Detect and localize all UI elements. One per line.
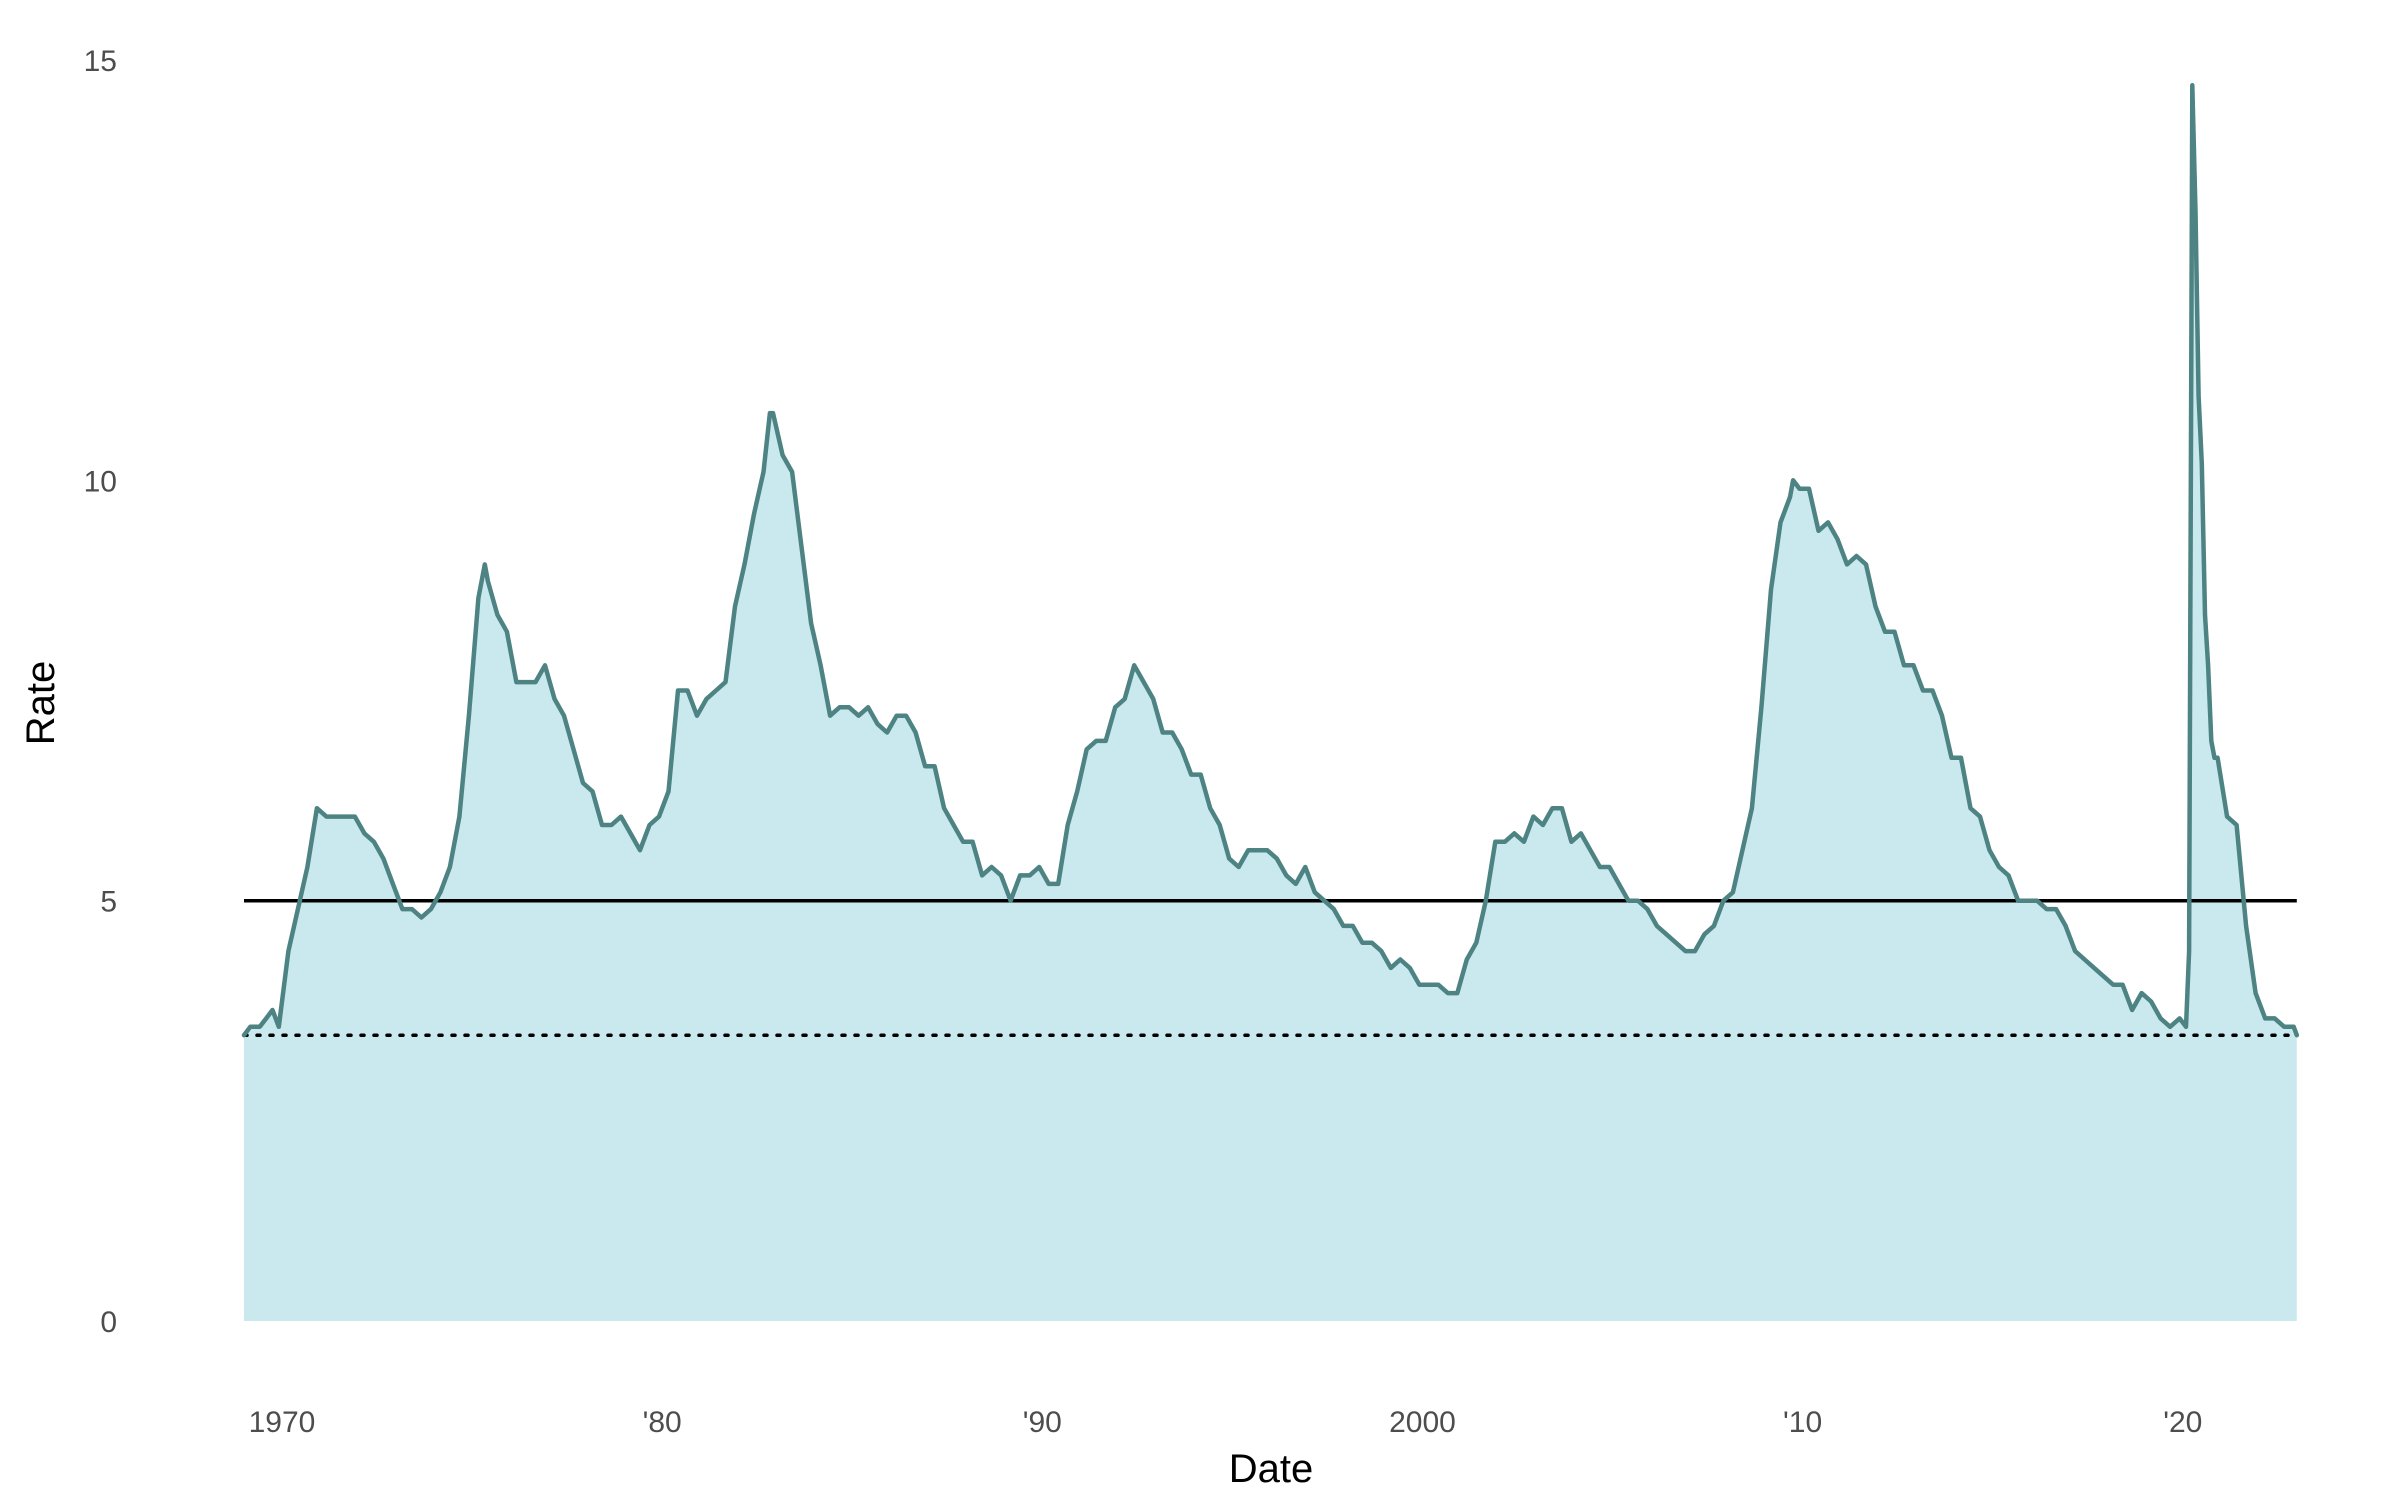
x-axis-ticks: 1970 '80 '90 2000 '10 '20 bbox=[249, 1406, 2203, 1439]
x-tick-label: 1970 bbox=[249, 1406, 316, 1439]
x-tick-label: '20 bbox=[2163, 1406, 2202, 1439]
y-tick-label: 0 bbox=[100, 1306, 117, 1339]
y-tick-label: 15 bbox=[84, 45, 117, 78]
x-tick-label: '80 bbox=[643, 1406, 682, 1439]
y-tick-label: 5 bbox=[100, 886, 117, 919]
x-tick-label: '10 bbox=[1783, 1406, 1822, 1439]
x-axis-title: Date bbox=[1229, 1447, 1314, 1491]
rate-series-line bbox=[241, 82, 2300, 1038]
area-layer bbox=[244, 85, 2297, 1322]
y-axis-title: Rate bbox=[19, 661, 63, 746]
rate-area-fill bbox=[244, 85, 2297, 1322]
x-tick-label: 2000 bbox=[1389, 1406, 1456, 1439]
y-tick-label: 10 bbox=[84, 465, 117, 498]
line-layer bbox=[241, 82, 2300, 1038]
y-axis-ticks: 0 5 10 15 bbox=[84, 45, 117, 1339]
x-tick-label: '90 bbox=[1023, 1406, 1062, 1439]
reference-lines-layer bbox=[242, 898, 2299, 1037]
